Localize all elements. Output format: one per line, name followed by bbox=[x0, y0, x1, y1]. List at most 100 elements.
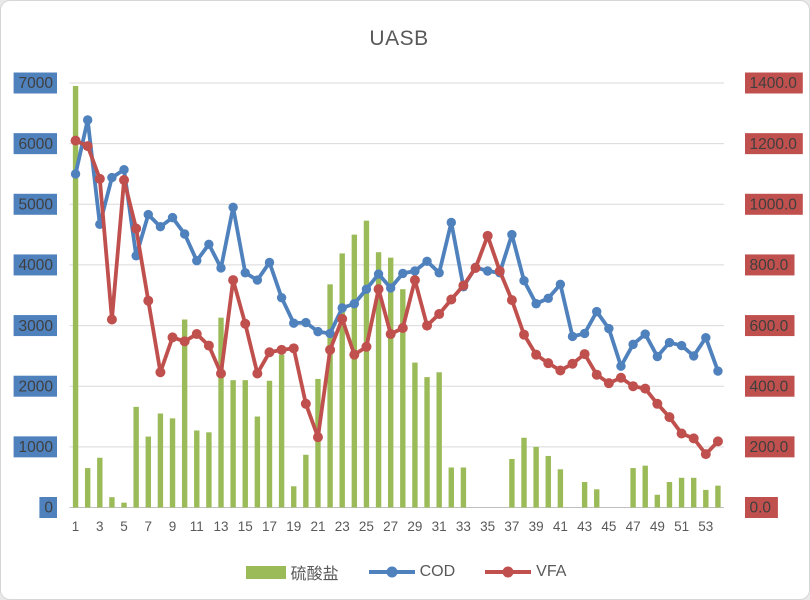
sulfate-bar bbox=[666, 482, 673, 508]
x-tick-label: 43 bbox=[577, 519, 592, 534]
vfa-series-marker bbox=[119, 175, 130, 186]
cod-series-marker bbox=[567, 331, 578, 342]
right-tick-box bbox=[745, 497, 778, 518]
right-tick-box bbox=[745, 315, 795, 337]
cod-series-marker bbox=[592, 306, 602, 317]
vfa-series-marker bbox=[361, 341, 372, 352]
vfa-series-marker bbox=[470, 262, 481, 273]
sulfate-bar bbox=[291, 486, 297, 508]
left-tick-label: 1000 bbox=[19, 439, 54, 456]
vfa-series-marker bbox=[712, 436, 723, 447]
right-tick-label: 400.0 bbox=[750, 378, 789, 395]
cod-series-marker bbox=[701, 333, 711, 343]
x-tick-label: 27 bbox=[383, 519, 398, 534]
sulfate-bar bbox=[460, 467, 467, 508]
right-tick-label: 200.0 bbox=[750, 439, 789, 456]
left-tick-label: 4000 bbox=[19, 257, 54, 274]
vfa-series-marker bbox=[409, 275, 420, 286]
legend-label-vfa: VFA bbox=[536, 563, 567, 580]
vfa-series-marker bbox=[288, 343, 299, 354]
vfa-series-marker bbox=[155, 367, 166, 378]
cod-series-marker bbox=[337, 303, 347, 313]
vfa-series-marker bbox=[167, 332, 178, 343]
right-tick-box bbox=[745, 254, 795, 276]
vfa-series-marker bbox=[312, 432, 323, 443]
sulfate-bar bbox=[230, 380, 236, 508]
x-tick-label: 17 bbox=[262, 519, 277, 534]
vfa-series-marker bbox=[555, 365, 566, 376]
right-tick-box bbox=[745, 72, 803, 94]
cod-series-marker bbox=[167, 212, 178, 223]
right-tick-label: 1400.0 bbox=[750, 75, 798, 92]
cod-series-marker bbox=[446, 217, 456, 228]
left-tick-label: 5000 bbox=[19, 196, 54, 213]
sulfate-swatch-icon bbox=[245, 565, 286, 579]
sulfate-bar bbox=[703, 489, 709, 508]
left-tick-label: 3000 bbox=[19, 318, 54, 335]
cod-series-marker bbox=[216, 263, 226, 273]
sulfate-bar bbox=[84, 468, 91, 508]
cod-series-marker bbox=[325, 328, 335, 339]
vfa-series-marker bbox=[191, 329, 202, 340]
legend-item-cod: COD bbox=[368, 563, 455, 581]
sulfate-bar bbox=[448, 467, 454, 508]
vfa-series-marker bbox=[506, 295, 517, 306]
cod-series-marker bbox=[482, 266, 493, 276]
cod-series-marker bbox=[422, 256, 432, 266]
sulfate-bar bbox=[715, 485, 721, 508]
cod-series-marker bbox=[604, 323, 614, 334]
cod-series-marker bbox=[264, 257, 275, 268]
sulfate-bar bbox=[642, 465, 648, 508]
cod-series-marker bbox=[628, 339, 638, 350]
sulfate-bar bbox=[424, 377, 430, 508]
sulfate-bar bbox=[121, 502, 127, 508]
vfa-series-marker bbox=[567, 358, 578, 369]
sulfate-bar bbox=[545, 455, 551, 508]
x-tick-label: 1 bbox=[72, 519, 80, 534]
vfa-series-marker bbox=[579, 349, 590, 360]
sulfate-bar bbox=[375, 252, 382, 508]
sulfate-bar bbox=[509, 458, 515, 508]
sulfate-bar bbox=[387, 257, 394, 508]
x-tick-label: 23 bbox=[335, 519, 350, 534]
right-tick-label: 800.0 bbox=[750, 257, 789, 274]
x-tick-label: 37 bbox=[504, 519, 519, 534]
cod-series-marker bbox=[640, 329, 650, 339]
sulfate-bar bbox=[254, 416, 261, 508]
left-tick-box bbox=[13, 72, 58, 94]
sulfate-bar bbox=[242, 380, 248, 508]
vfa-series-marker bbox=[325, 344, 336, 355]
right-tick-box bbox=[745, 375, 795, 397]
right-axis-labels: 0.0 200.0 400.0 600.0 800.0 1000.0 1200.0 1400.… bbox=[745, 72, 803, 518]
cod-series-marker bbox=[192, 255, 202, 266]
vfa-series-marker bbox=[349, 349, 360, 360]
vfa-series-marker bbox=[131, 223, 142, 234]
left-tick-box bbox=[13, 254, 58, 276]
x-tick-label: 47 bbox=[626, 519, 641, 534]
sulfate-bar bbox=[351, 234, 358, 508]
sulfate-bar bbox=[315, 378, 321, 508]
vfa-series-marker bbox=[337, 313, 348, 324]
left-tick-label: 6000 bbox=[19, 136, 54, 153]
vfa-series-marker bbox=[664, 412, 675, 423]
gridlines bbox=[69, 82, 724, 508]
vfa-series bbox=[70, 135, 723, 460]
cod-series-marker bbox=[204, 239, 214, 250]
cod-series-marker bbox=[555, 279, 566, 290]
x-tick-label: 5 bbox=[120, 519, 128, 534]
vfa-series-marker bbox=[82, 141, 93, 152]
x-tick-label: 19 bbox=[286, 519, 301, 534]
vfa-series-marker bbox=[264, 347, 275, 358]
cod-series-marker bbox=[713, 366, 723, 376]
cod-series-marker bbox=[82, 115, 93, 125]
vfa-series-marker bbox=[688, 433, 699, 444]
vfa-series-marker bbox=[240, 318, 251, 329]
cod-series-marker bbox=[240, 268, 250, 278]
cod-series-marker bbox=[276, 292, 287, 303]
right-tick-box bbox=[745, 436, 795, 458]
sulfate-bar bbox=[594, 489, 600, 508]
x-tick-label: 39 bbox=[529, 519, 544, 534]
right-tick-label: 600.0 bbox=[750, 318, 789, 335]
vfa-series-marker bbox=[591, 369, 602, 380]
